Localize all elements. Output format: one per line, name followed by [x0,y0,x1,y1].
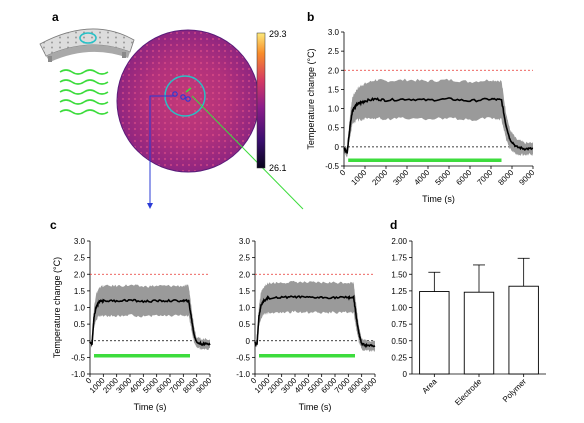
x-tick-label: 9000 [517,168,536,187]
x-tick-label: 9000 [194,376,213,395]
y-tick-label: 1.5 [74,287,86,296]
category-label: Polymer [501,377,528,404]
panel-letter-b: b [307,10,314,24]
chart-b-time-course: -0.500.51.01.52.02.53.00 1000 2000 3000 4000… [306,28,537,204]
mean-trace [254,294,376,349]
y-tick-label: 2.5 [74,254,86,263]
y-tick-label: 1.50 [391,270,407,279]
colorbar-max-label: 29.3 [269,29,287,39]
y-tick-label: 2.5 [328,47,340,56]
chart-c1-time-course: -1.0-0.500.51.01.52.02.53.00100020003000… [52,237,214,412]
x-axis-label: Time (s) [422,194,455,204]
chart-c2-time-course: -1.0-0.500.51.01.52.02.53.00100020003000… [236,237,379,412]
panel-letter-c: c [50,218,57,232]
x-tick-label: 8000 [496,168,515,187]
y-tick-label: 0.5 [74,320,86,329]
y-tick-label: 0.75 [391,320,407,329]
y-tick-label: 1.0 [74,304,86,313]
y-tick-label: 1.0 [239,304,251,313]
category-label: Electrode [453,377,484,408]
x-tick-label: 2000 [370,168,389,187]
x-axis-label: Time (s) [134,402,167,412]
category-label: Area [420,377,439,396]
y-tick-label: 2.0 [328,66,340,75]
y-tick-label: 1.0 [328,105,340,114]
y-tick-label: 0.5 [328,124,340,133]
wave-icon [59,69,109,115]
x-tick-label: 0 [338,168,348,178]
y-tick-label: 0.25 [391,353,407,362]
x-tick-label: 6000 [454,168,473,187]
y-tick-label: -0.5 [71,353,85,362]
x-tick-label: 3000 [391,168,410,187]
y-tick-label: -0.5 [325,162,339,171]
y-tick-label: 0 [81,337,86,346]
y-tick-label: 0.5 [239,320,251,329]
y-tick-label: 1.00 [391,304,407,313]
panel-letter-a: a [52,10,59,24]
device-illustration [39,28,135,62]
y-tick-label: 0.50 [391,337,407,346]
y-tick-label: -1.0 [71,370,85,379]
y-axis-label: Temperature change (°C) [306,48,316,149]
x-tick-label: 9000 [359,376,378,395]
colorbar: 29.3 26.1 [256,29,287,173]
y-tick-label: 2.00 [391,237,407,246]
x-tick-label: 7000 [475,168,494,187]
y-tick-label: 2.0 [74,270,86,279]
x-tick-label: 0 [84,376,94,386]
y-tick-label: 3.0 [328,28,340,37]
mean-trace [89,298,211,347]
x-axis-label: Time (s) [299,402,332,412]
x-tick-label: 4000 [412,168,431,187]
y-tick-label: 1.75 [391,254,407,263]
bar-polymer [508,285,539,375]
y-tick-label: -1.0 [236,370,250,379]
x-tick-label: 1000 [349,168,368,187]
thermal-image [116,29,260,173]
y-tick-label: 1.5 [328,85,340,94]
bar-area [419,291,450,375]
error-band [255,280,375,352]
y-tick-label: 3.0 [239,237,251,246]
y-tick-label: 3.0 [74,237,86,246]
bar-electrode [463,291,495,375]
x-tick-label: 5000 [433,168,452,187]
y-tick-label: 0 [403,370,408,379]
y-tick-label: 1.5 [239,287,251,296]
panel-letter-d: d [390,218,397,232]
y-tick-label: 2.5 [239,254,251,263]
mean-trace [343,96,534,154]
y-tick-label: 0 [335,143,340,152]
y-tick-label: -0.5 [236,353,250,362]
y-tick-label: 2.0 [239,270,251,279]
panel-a: a [39,10,304,210]
colorbar-min-label: 26.1 [269,163,287,173]
chart-d-bar-chart: 0 0.25 0.50 0.75 1.00 1.25 1.50 1.75 2.00 Area Ele… [391,237,546,407]
y-tick-label: 0 [246,337,251,346]
x-tick-label: 0 [249,376,259,386]
y-tick-label: 1.25 [391,287,407,296]
y-axis-label: Temperature change (°C) [52,257,62,358]
pointer-lines [147,95,304,210]
